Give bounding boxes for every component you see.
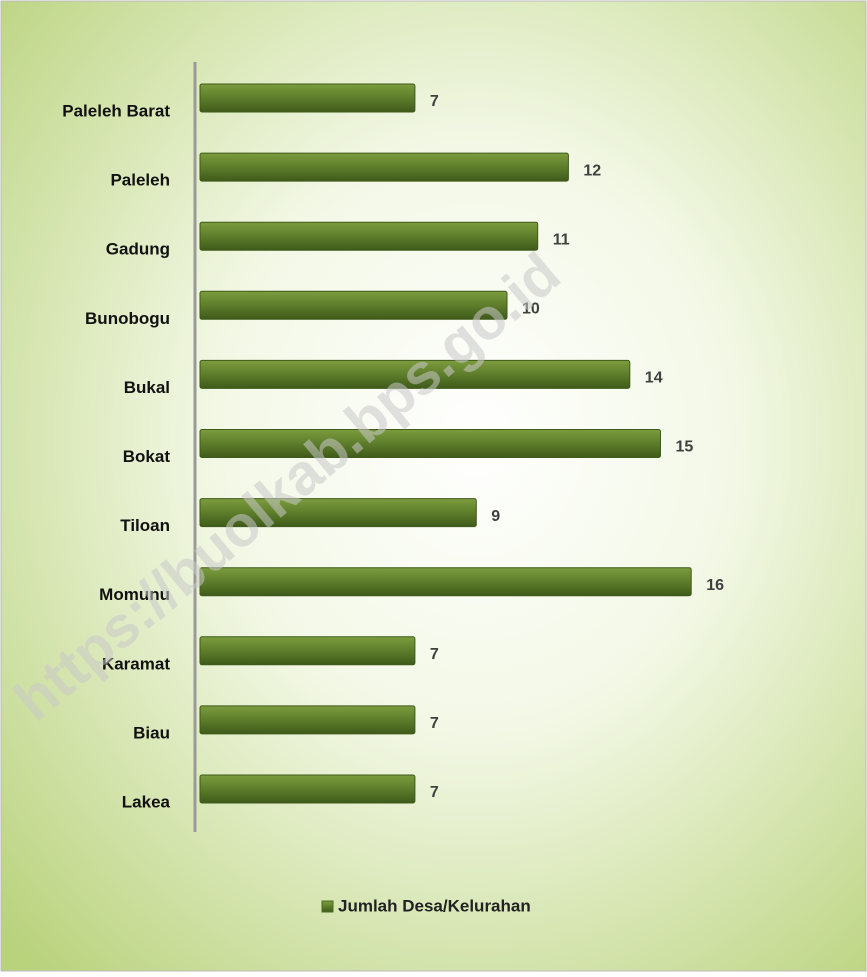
bar: [199, 359, 631, 389]
value-label: 14: [645, 370, 663, 387]
legend-swatch: [321, 900, 334, 913]
bar: [199, 290, 508, 320]
bar: [199, 221, 539, 251]
value-label: 7: [430, 715, 439, 732]
category-label: Tiloan: [120, 516, 170, 535]
value-label: 7: [430, 93, 439, 110]
value-label: 12: [583, 162, 601, 179]
category-label: Karamat: [102, 654, 170, 673]
value-label: 11: [553, 231, 570, 248]
bar: [199, 152, 569, 182]
category-label: Biau: [133, 723, 170, 742]
category-label: Bokat: [123, 447, 171, 466]
category-label: Paleleh: [110, 171, 170, 190]
bar: [199, 498, 477, 528]
bar: [199, 567, 692, 597]
category-label: Lakea: [122, 792, 171, 811]
bar: [199, 774, 416, 804]
legend-label: Jumlah Desa/Kelurahan: [338, 896, 531, 915]
category-label: Bukal: [124, 378, 170, 397]
bar: [199, 705, 416, 735]
bar: [199, 636, 416, 666]
value-label: 7: [430, 646, 439, 663]
value-label: 9: [491, 508, 500, 525]
value-label: 15: [676, 439, 694, 456]
bar: [199, 429, 661, 458]
category-label: Momunu: [99, 585, 170, 604]
category-label: Paleleh Barat: [62, 101, 170, 120]
category-label: Gadung: [106, 240, 170, 259]
bar: [199, 83, 416, 113]
value-label: 10: [522, 301, 540, 318]
value-label: 16: [706, 577, 724, 594]
value-label: 7: [430, 784, 439, 801]
category-label: Bunobogu: [85, 309, 170, 328]
